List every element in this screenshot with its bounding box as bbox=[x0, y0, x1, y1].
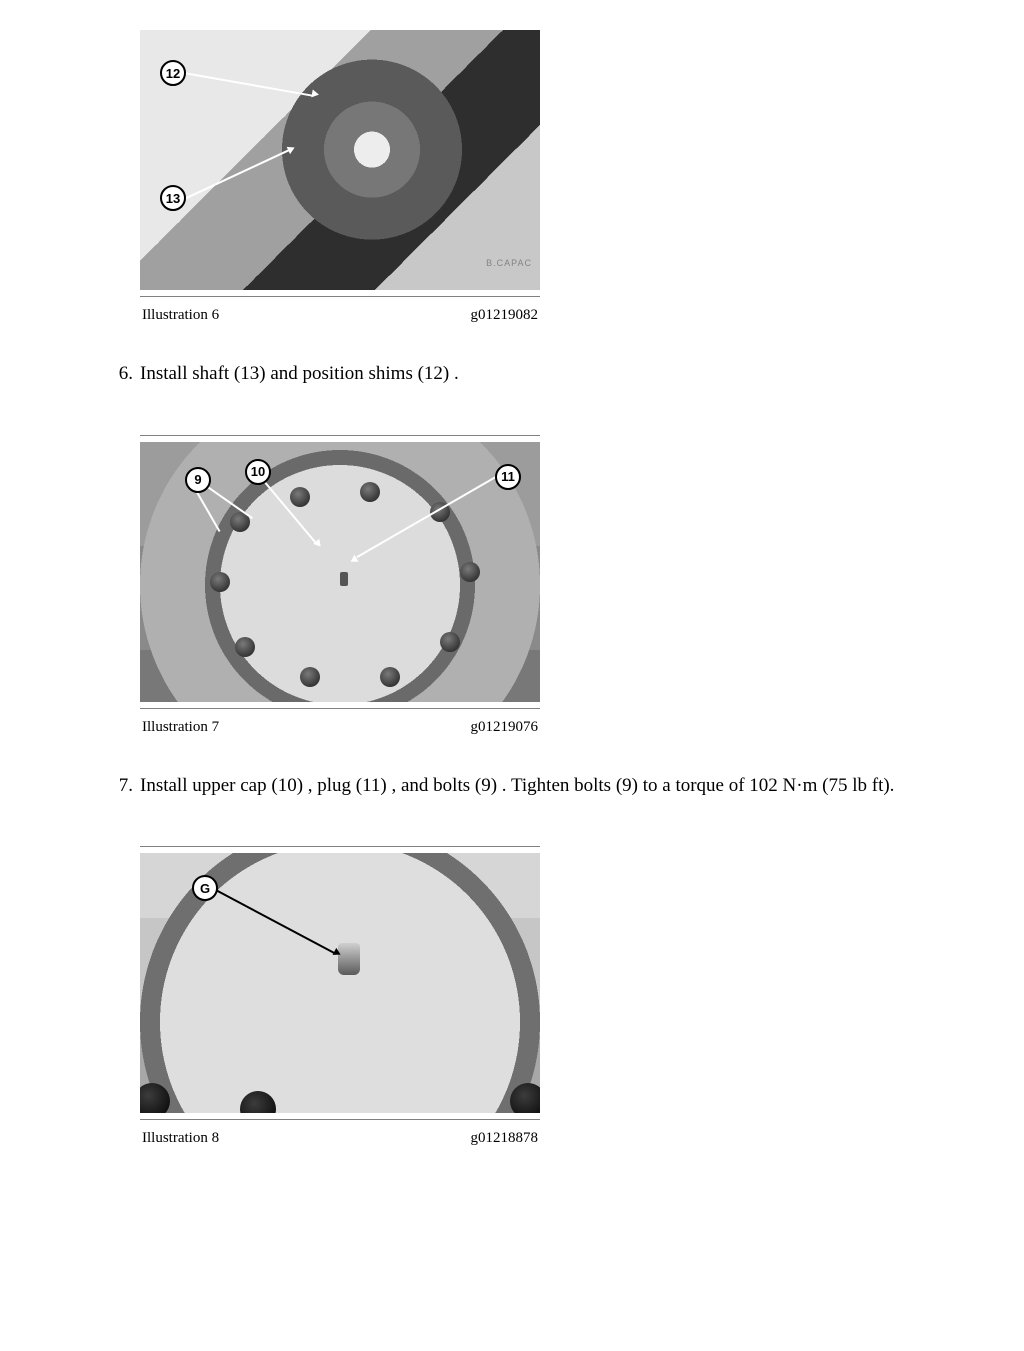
figure-7-image: 9 10 11 bbox=[140, 442, 540, 702]
bolt-decor bbox=[240, 1091, 276, 1113]
figure-rule bbox=[140, 1119, 540, 1120]
bolt-decor bbox=[140, 1083, 170, 1113]
step-7: 7. Install upper cap (10) , plug (11) , … bbox=[100, 774, 924, 799]
figure-8: G Illustration 8 g01218878 bbox=[140, 846, 540, 1157]
bolt-decor bbox=[460, 562, 480, 582]
step-6-number: 6. bbox=[100, 362, 140, 387]
figure-6-caption-right: g01219082 bbox=[471, 307, 539, 324]
callout-9-label: 9 bbox=[194, 472, 201, 487]
figure-rule bbox=[140, 708, 540, 709]
callout-13: 13 bbox=[160, 185, 186, 211]
figure-7-caption: Illustration 7 g01219076 bbox=[140, 719, 540, 746]
figure-7-caption-left: Illustration 7 bbox=[142, 719, 219, 736]
plug-decor bbox=[340, 572, 348, 586]
bolt-decor bbox=[290, 487, 310, 507]
callout-G: G bbox=[192, 875, 218, 901]
leader-line bbox=[196, 492, 220, 532]
image-watermark: B.CAPAC bbox=[486, 258, 532, 268]
leader-line bbox=[184, 149, 289, 199]
bolt-decor bbox=[210, 572, 230, 592]
bolt-decor bbox=[235, 637, 255, 657]
callout-12-label: 12 bbox=[166, 66, 180, 81]
callout-G-label: G bbox=[200, 881, 210, 896]
figure-8-caption: Illustration 8 g01218878 bbox=[140, 1130, 540, 1157]
grease-nipple-decor bbox=[338, 943, 360, 975]
figure-8-image: G bbox=[140, 853, 540, 1113]
figure-8-caption-right: g01218878 bbox=[471, 1130, 539, 1147]
leader-line bbox=[184, 72, 312, 97]
callout-11: 11 bbox=[495, 464, 521, 490]
bolt-decor bbox=[360, 482, 380, 502]
step-6-text: Install shaft (13) and position shims (1… bbox=[140, 362, 924, 387]
figure-7-caption-right: g01219076 bbox=[471, 719, 539, 736]
bolt-decor bbox=[380, 667, 400, 687]
callout-13-label: 13 bbox=[166, 191, 180, 206]
callout-9: 9 bbox=[185, 467, 211, 493]
leader-line bbox=[215, 889, 335, 954]
bolt-decor bbox=[440, 632, 460, 652]
callout-11-label: 11 bbox=[501, 469, 515, 484]
figure-6-image: 12 13 B.CAPAC bbox=[140, 30, 540, 290]
figure-6-caption-left: Illustration 6 bbox=[142, 307, 219, 324]
bolt-decor bbox=[300, 667, 320, 687]
figure-6: 12 13 B.CAPAC Illustration 6 g01219082 bbox=[140, 30, 540, 334]
callout-12: 12 bbox=[160, 60, 186, 86]
callout-10-label: 10 bbox=[251, 464, 265, 479]
callout-10: 10 bbox=[245, 459, 271, 485]
figure-8-caption-left: Illustration 8 bbox=[142, 1130, 219, 1147]
figure-rule bbox=[140, 296, 540, 297]
arrowhead-icon bbox=[311, 89, 319, 98]
step-7-number: 7. bbox=[100, 774, 140, 799]
bolt-decor bbox=[510, 1083, 540, 1113]
figure-7: 9 10 11 Illustration 7 g01219076 bbox=[140, 435, 540, 746]
step-7-text: Install upper cap (10) , plug (11) , and… bbox=[140, 774, 924, 799]
leader-line bbox=[207, 486, 253, 519]
figure-6-caption: Illustration 6 g01219082 bbox=[140, 307, 540, 334]
step-6: 6. Install shaft (13) and position shims… bbox=[100, 362, 924, 387]
arrowhead-icon bbox=[287, 144, 297, 154]
